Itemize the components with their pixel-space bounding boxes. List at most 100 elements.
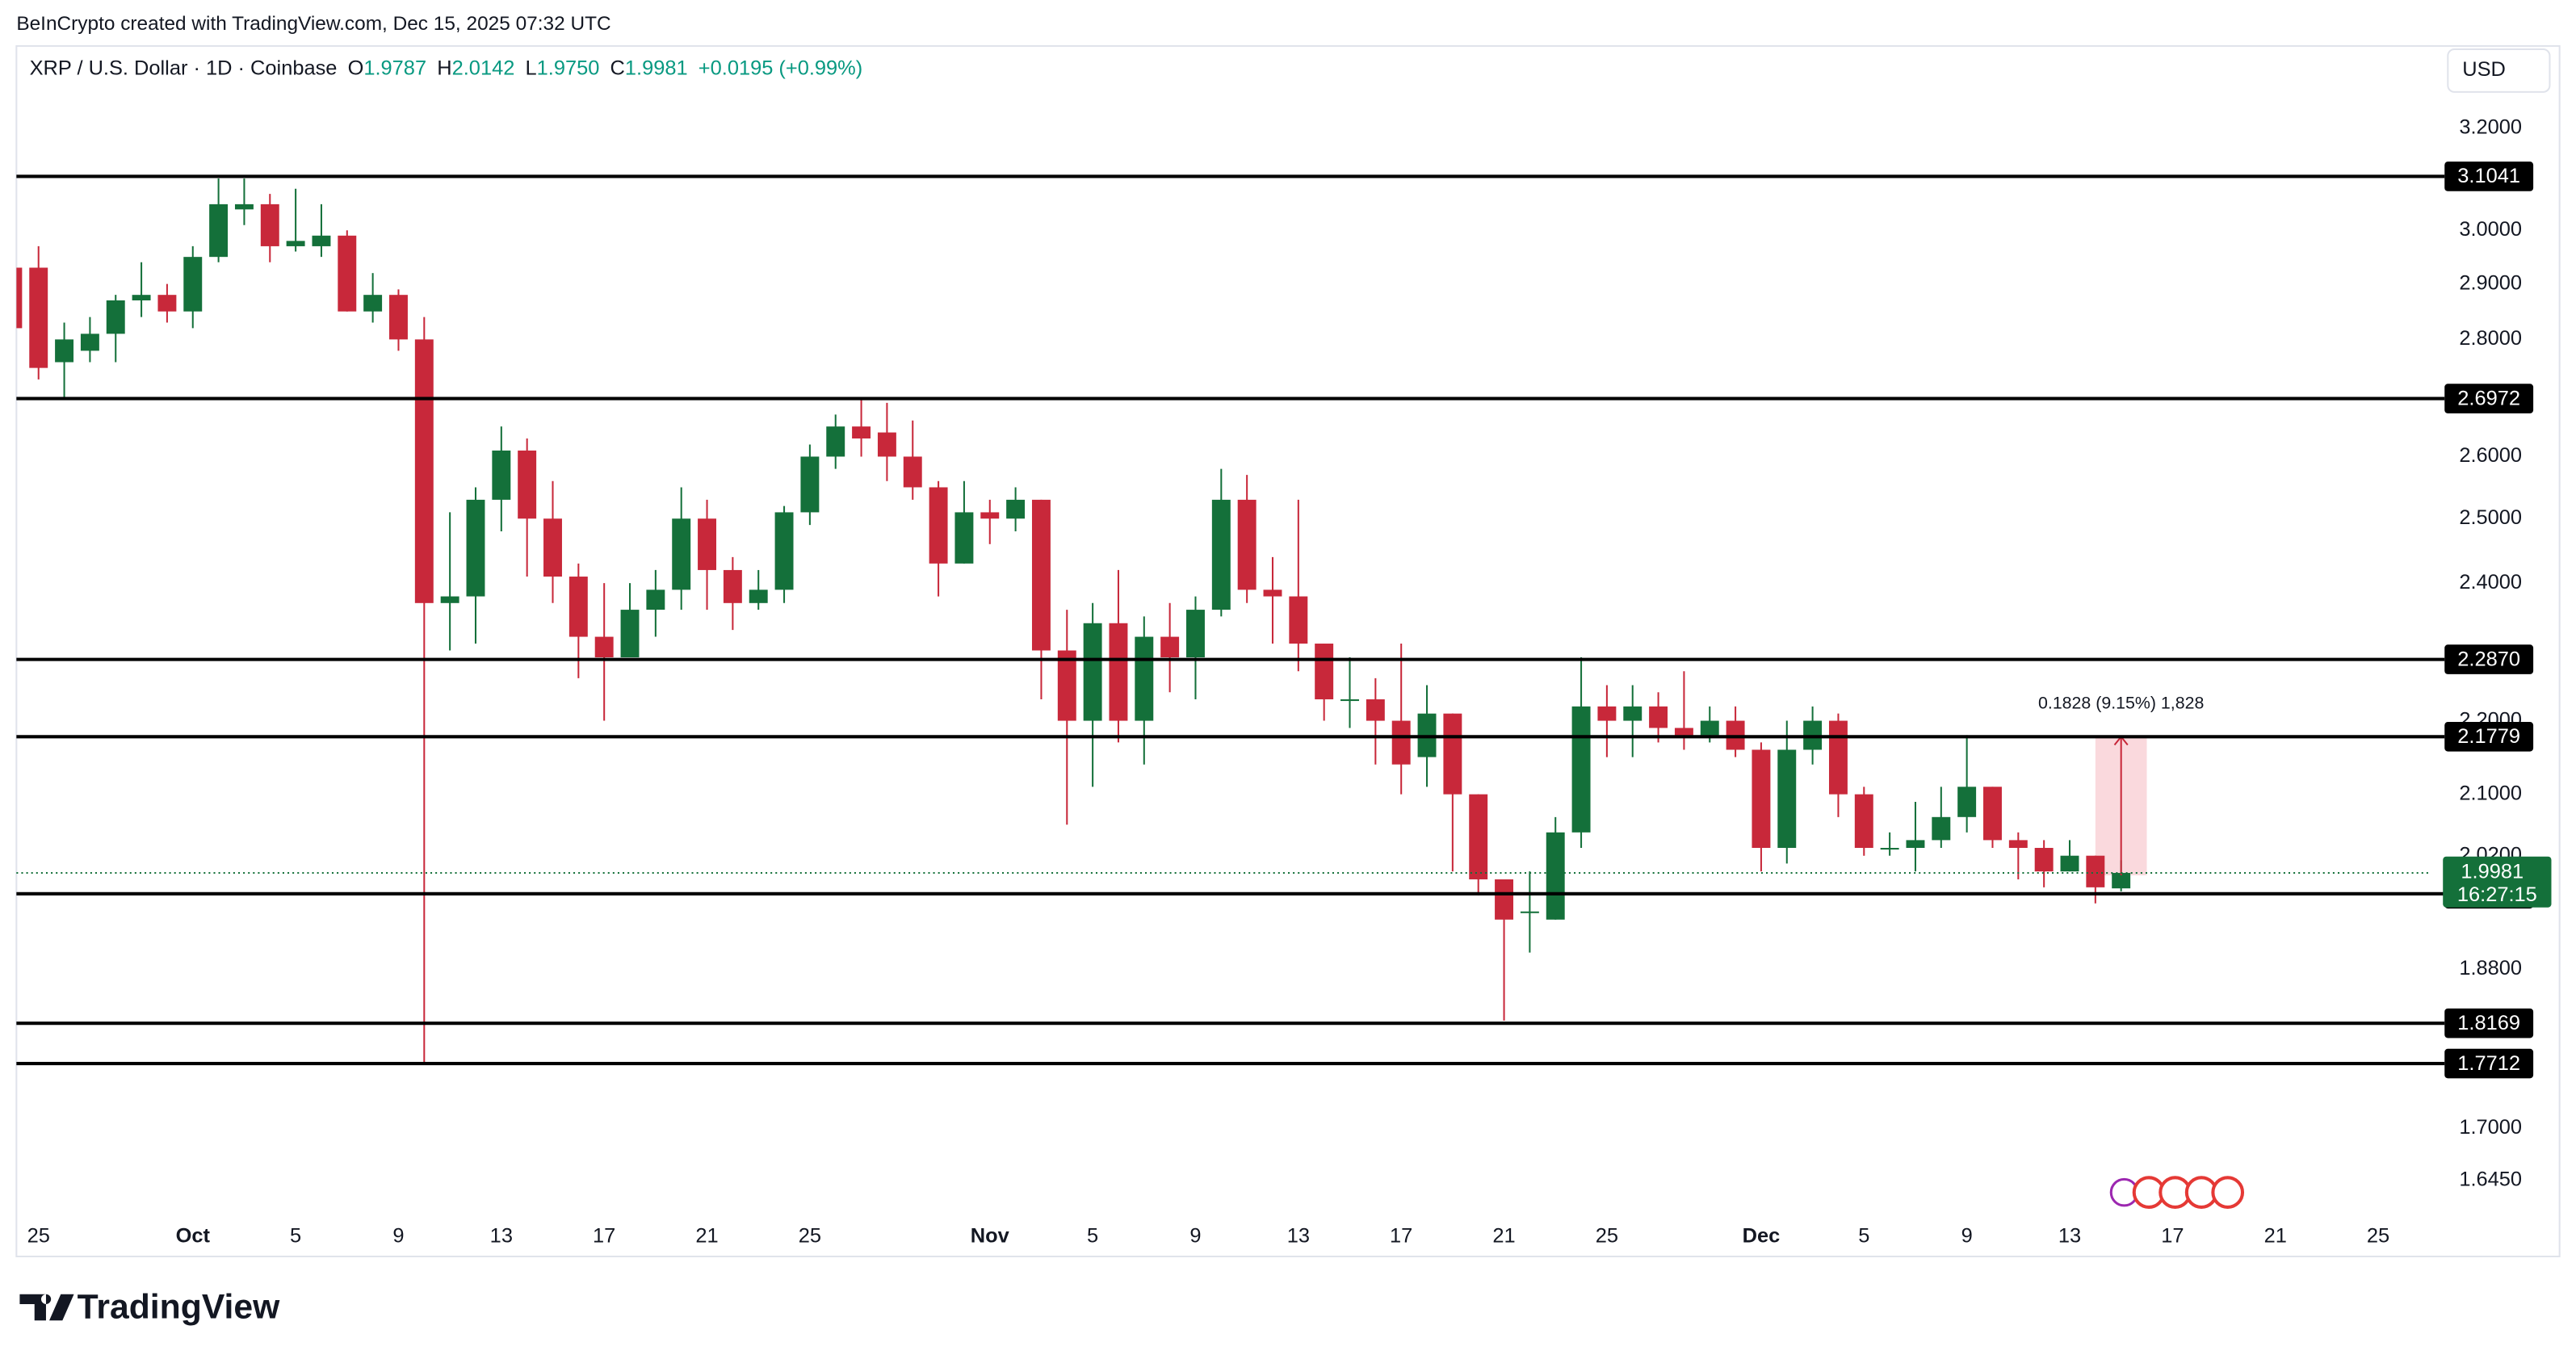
x-tick-label: 13	[2058, 1224, 2081, 1247]
candle-body	[260, 203, 279, 246]
candle-body	[80, 334, 99, 351]
candle-body	[1983, 787, 2002, 841]
l-key: L	[526, 57, 537, 79]
x-tick-label: 21	[1492, 1224, 1515, 1247]
currency-button[interactable]	[2447, 48, 2551, 93]
y-tick-label: 2.9000	[2459, 271, 2522, 294]
x-tick-label: 9	[1961, 1224, 1973, 1247]
y-tick-label: 2.5000	[2459, 506, 2522, 529]
y-tick-label: 1.8800	[2459, 957, 2522, 980]
plot-area	[16, 178, 2147, 1065]
y-tick-label: 2.6000	[2459, 444, 2522, 467]
x-tick-label: 25	[1596, 1224, 1618, 1247]
legend: XRP / U.S. Dollar · 1D · Coinbase O1.978…	[30, 57, 863, 79]
x-tick-label: 17	[2161, 1224, 2184, 1247]
candle-body	[1495, 879, 1514, 920]
chart-frame	[15, 44, 2561, 1257]
candle-body	[1546, 832, 1565, 920]
measure-label: 0.1828 (9.15%) 1,828	[2038, 693, 2204, 712]
candle-body	[106, 300, 125, 334]
candle-body	[2060, 855, 2079, 872]
candle-body	[183, 257, 203, 312]
candle-body	[852, 426, 871, 438]
x-tick-label: 9	[1189, 1224, 1201, 1247]
y-tick-label: 2.8000	[2459, 327, 2522, 350]
candle-body	[826, 426, 845, 457]
y-tick-label: 3.0000	[2459, 218, 2522, 241]
candle-body	[2034, 848, 2054, 872]
candle-body	[1083, 623, 1102, 721]
x-tick-label: Dec	[1743, 1224, 1781, 1247]
candle-body	[1237, 499, 1257, 590]
candle-body	[414, 339, 434, 603]
level-badge	[2444, 722, 2534, 752]
x-tick-label: Nov	[971, 1224, 1010, 1247]
y-tick-label: 1.7000	[2459, 1116, 2522, 1139]
level-label: 2.1779	[2457, 725, 2520, 748]
candle-body	[1700, 720, 1719, 736]
candle-body	[1649, 706, 1668, 728]
y-tick-label: 1.6450	[2459, 1168, 2522, 1191]
candle-body	[338, 235, 357, 312]
x-tick-label: 5	[1087, 1224, 1098, 1247]
candle-body	[2008, 840, 2028, 849]
candle-body	[1828, 720, 1848, 795]
candle-body	[1752, 749, 1771, 849]
candle-body	[209, 203, 229, 258]
candle-body	[1957, 787, 1977, 817]
countdown: 16:27:15	[2457, 883, 2537, 906]
h-value: 2.0142	[452, 57, 515, 79]
level-badge	[2444, 1008, 2534, 1038]
candle-body	[954, 512, 974, 564]
last-price-label: 1.9981	[2461, 861, 2524, 883]
x-tick-label: 13	[1287, 1224, 1310, 1247]
candle-body	[1777, 749, 1797, 849]
x-tick-label: 5	[1858, 1224, 1869, 1247]
candle-body	[1186, 610, 1205, 658]
level-badge	[2444, 384, 2534, 413]
candle-body	[1597, 706, 1617, 721]
y-tick-label: 3.2000	[2459, 116, 2522, 139]
level-label: 1.8169	[2457, 1012, 2520, 1034]
candle-body	[568, 577, 588, 637]
candle-body	[749, 589, 768, 603]
candle-body	[132, 295, 151, 300]
x-tick-label: 21	[2264, 1224, 2287, 1247]
candle-body	[1880, 848, 1899, 850]
candle-body	[1443, 713, 1462, 795]
level-badge	[2444, 1048, 2534, 1079]
candle-body	[929, 487, 948, 564]
candle-body	[16, 267, 23, 329]
candle-body	[286, 241, 305, 246]
x-tick-label: 25	[2367, 1224, 2389, 1247]
candle-body	[389, 295, 408, 340]
candle-body	[1571, 706, 1591, 833]
candle-body	[1211, 499, 1231, 610]
candle-body	[594, 636, 614, 658]
candle-body	[1674, 728, 1693, 736]
candle-body	[1854, 794, 1873, 849]
currency[interactable]: USD	[2462, 58, 2506, 81]
candle-body	[363, 295, 383, 312]
candle-body	[1263, 589, 1282, 597]
x-tick-label: 17	[593, 1224, 615, 1247]
candle-body	[646, 589, 665, 610]
x-tick-label: 25	[27, 1224, 50, 1247]
c-value: 1.9981	[625, 57, 688, 79]
candle-body	[312, 235, 331, 246]
candle-body	[55, 339, 74, 363]
last-price-badge	[2443, 856, 2552, 908]
candle-body	[1391, 720, 1411, 765]
candle-body	[1623, 706, 1643, 721]
level-label: 2.2870	[2457, 648, 2520, 670]
candle-body	[1057, 650, 1076, 721]
candle-body	[1135, 636, 1154, 721]
candle-body	[2086, 855, 2105, 887]
x-tick-label: 21	[695, 1224, 718, 1247]
credit: BeInCrypto created with TradingView.com,…	[16, 13, 610, 35]
o-value: 1.9787	[363, 57, 426, 79]
candle-body	[1160, 636, 1180, 658]
candle-body	[492, 450, 511, 500]
change: +0.0195 (+0.99%)	[699, 57, 862, 79]
